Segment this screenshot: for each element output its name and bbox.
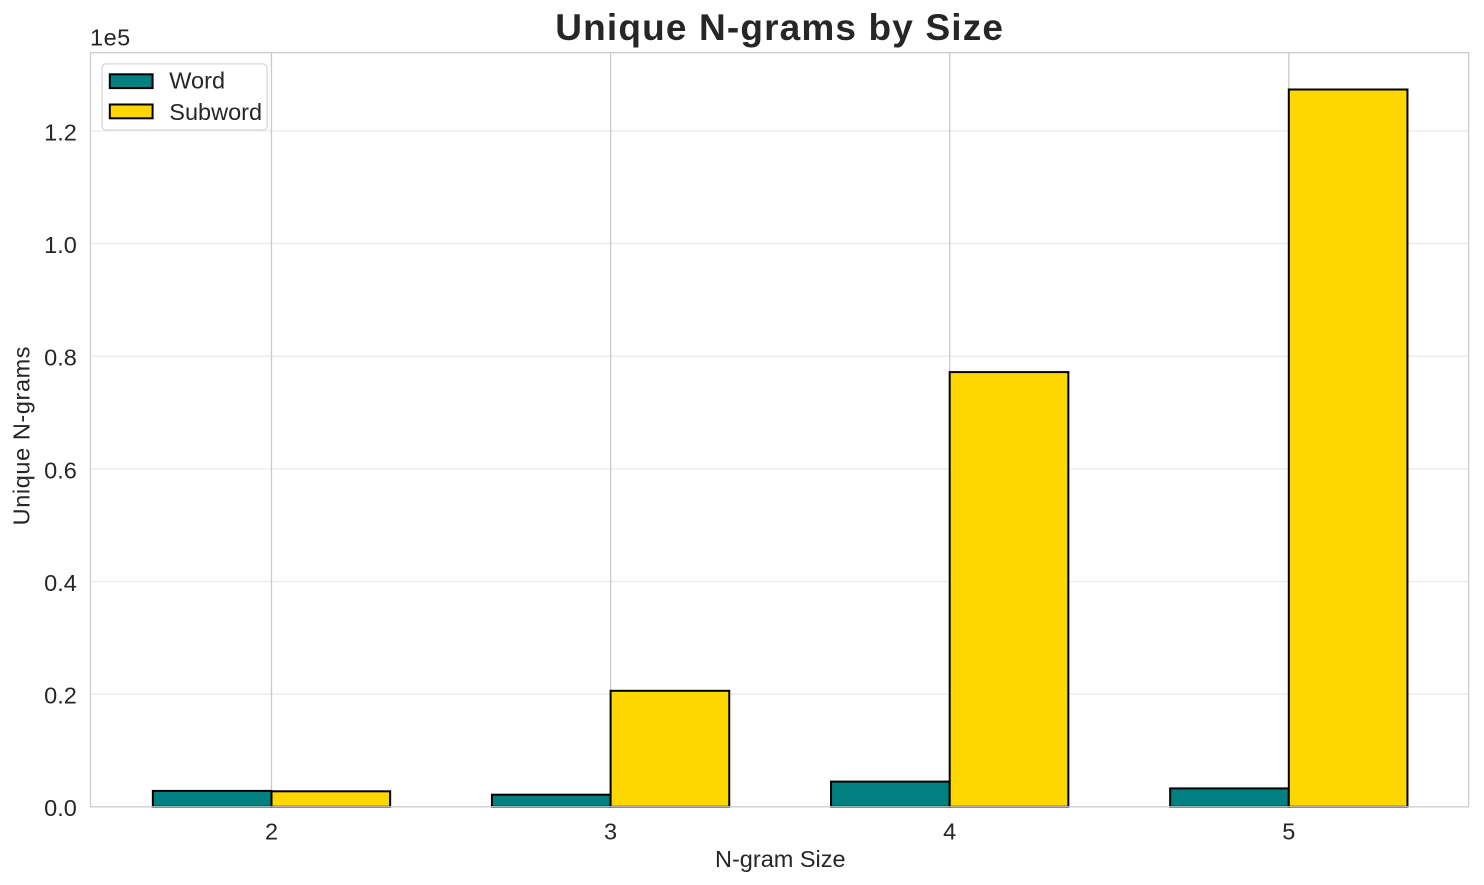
svg-text:1.0: 1.0 <box>44 232 77 258</box>
svg-text:1e5: 1e5 <box>90 24 131 50</box>
svg-text:0.8: 0.8 <box>44 345 77 371</box>
svg-text:3: 3 <box>604 818 617 844</box>
svg-text:0.0: 0.0 <box>44 795 77 821</box>
svg-text:N-gram Size: N-gram Size <box>715 846 846 872</box>
svg-text:Word: Word <box>169 68 225 94</box>
svg-text:0.6: 0.6 <box>44 457 77 483</box>
svg-text:Unique N-grams by Size: Unique N-grams by Size <box>555 7 1004 48</box>
svg-text:4: 4 <box>943 818 956 844</box>
svg-text:Subword: Subword <box>169 99 262 125</box>
svg-text:1.2: 1.2 <box>44 119 77 145</box>
svg-text:0.2: 0.2 <box>44 683 77 709</box>
svg-text:Unique N-grams: Unique N-grams <box>8 346 34 525</box>
svg-text:2: 2 <box>265 818 278 844</box>
svg-text:5: 5 <box>1282 818 1295 844</box>
svg-text:0.4: 0.4 <box>44 570 77 596</box>
